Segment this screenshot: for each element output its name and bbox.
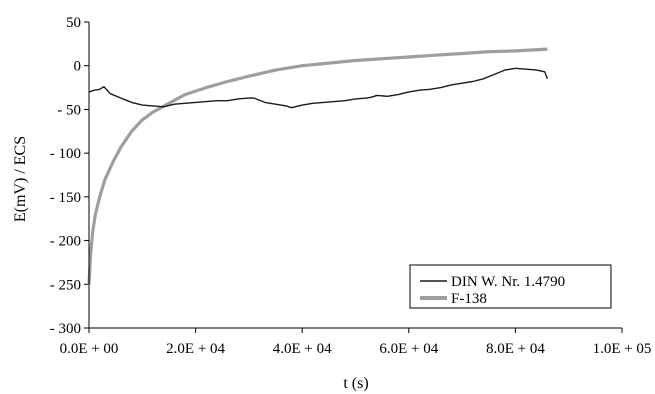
series-layer xyxy=(87,47,549,285)
x-axis-ticks: 0.0E + 00 2.0E + 04 4.0E + 04 6.0E + 04 8.0E… xyxy=(60,328,652,357)
x-tick-label: 1.0E + 05 xyxy=(593,341,652,357)
x-tick-label: 0.0E + 00 xyxy=(60,341,119,357)
y-axis-ticks: 50 0 - 50 - 100 - 150 - 200 - 250 - 300 xyxy=(50,15,89,337)
legend-label-f138: F-138 xyxy=(451,291,487,307)
y-tick-label: - 100 xyxy=(50,146,81,162)
series-line-din xyxy=(88,67,549,109)
x-axis-label: t (s) xyxy=(343,375,368,392)
legend-box xyxy=(409,264,612,309)
x-tick-label: 2.0E + 04 xyxy=(166,341,225,357)
y-tick-label: 50 xyxy=(66,15,81,31)
x-tick-label: 4.0E + 04 xyxy=(273,341,332,357)
y-tick-label: - 150 xyxy=(50,190,81,206)
legend-label-din: DIN W. Nr. 1.4790 xyxy=(451,274,565,290)
x-tick-label: 6.0E + 04 xyxy=(379,341,438,357)
y-tick-label: - 200 xyxy=(50,234,81,250)
y-axis-label: E(mV) / ECS xyxy=(12,136,29,222)
x-tick-label: 8.0E + 04 xyxy=(486,341,545,357)
y-tick-label: - 300 xyxy=(50,321,81,337)
legend: DIN W. Nr. 1.4790 F-138 xyxy=(409,264,612,309)
y-tick-label: - 50 xyxy=(57,102,81,118)
y-tick-label: 0 xyxy=(74,59,82,75)
series-line-f138 xyxy=(87,47,548,285)
y-tick-label: - 250 xyxy=(50,277,81,293)
